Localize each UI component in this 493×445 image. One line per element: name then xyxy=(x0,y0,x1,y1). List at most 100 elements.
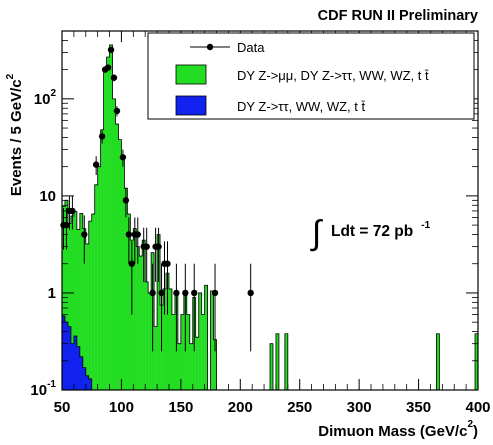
signal-bin xyxy=(142,240,146,390)
signal-bin xyxy=(189,343,193,390)
x-axis-label-exponent: 2 xyxy=(467,419,473,430)
signal-bin xyxy=(130,240,134,390)
signal-bin xyxy=(168,288,173,390)
signal-bin xyxy=(210,290,214,390)
data-point xyxy=(113,107,121,115)
signal-bin xyxy=(145,281,149,390)
signal-bin xyxy=(62,206,66,390)
background-bin xyxy=(82,367,86,390)
signal-bin xyxy=(133,228,137,390)
signal-bin xyxy=(270,343,274,390)
legend: Data DY Z->μμ, DY Z->ττ, WW, WZ, t t̄ DY… xyxy=(147,32,475,120)
signal-bin xyxy=(163,288,167,390)
data-point xyxy=(107,46,115,54)
integral-symbol: ∫ xyxy=(310,214,323,252)
signal-bin xyxy=(97,166,101,390)
data-point xyxy=(125,231,133,238)
background-bin xyxy=(79,356,83,390)
chart-title: CDF RUN II Preliminary xyxy=(318,8,478,24)
y-tick-exponent: -1 xyxy=(47,379,56,390)
y-tick-base: 10 xyxy=(34,91,51,108)
y-axis-label: Events / 5 GeV/c2 xyxy=(5,73,25,196)
y-tick-base: 1 xyxy=(48,285,56,302)
data-point xyxy=(128,260,136,267)
signal-bin xyxy=(100,129,104,390)
signal-bin xyxy=(118,139,122,390)
x-tick-label: 250 xyxy=(287,399,312,416)
signal-bin xyxy=(139,256,143,390)
data-point xyxy=(173,289,180,297)
signal-bin xyxy=(136,246,140,390)
signal-bin xyxy=(180,314,184,390)
data-point xyxy=(98,133,106,140)
background-bin xyxy=(64,322,69,390)
signal-bin xyxy=(127,214,131,390)
data-point xyxy=(122,197,130,204)
legend-background-swatch xyxy=(175,95,207,116)
data-points xyxy=(60,46,254,352)
signal-bin xyxy=(186,314,190,390)
signal-bin xyxy=(166,273,170,390)
y-tick-label: 10 xyxy=(39,188,56,205)
plot-frame xyxy=(61,30,479,391)
x-axis-label: Dimuon Mass (GeV/c2) xyxy=(318,419,478,440)
legend-entry-signal: DY Z->μμ, DY Z->ττ, WW, WZ, t t̄ xyxy=(175,64,429,85)
signal-bin xyxy=(171,314,176,390)
y-tick-label: 10-1 xyxy=(30,379,56,399)
svg-text:Events / 5 GeV/c2: Events / 5 GeV/c2 xyxy=(5,73,25,196)
luminosity-text: Ldt = 72 pb xyxy=(331,223,413,240)
data-point xyxy=(143,243,150,250)
background-bin xyxy=(67,326,72,390)
y-tick-exponent: 2 xyxy=(50,88,56,99)
signal-bin xyxy=(148,292,152,390)
data-point xyxy=(81,231,88,238)
data-point xyxy=(182,289,189,297)
x-tick-label: 200 xyxy=(228,399,253,416)
y-tick-label: 1 xyxy=(48,285,56,302)
legend-data-marker xyxy=(206,43,214,51)
signal-bin xyxy=(91,214,95,390)
legend-signal-swatch xyxy=(175,64,207,85)
legend-signal-label: DY Z->μμ, DY Z->ττ, WW, WZ, t t̄ xyxy=(237,68,429,83)
signal-bin xyxy=(94,184,98,390)
y-tick-base: 10 xyxy=(39,188,56,205)
signal-bin xyxy=(204,285,208,390)
data-point xyxy=(155,243,162,250)
signal-bin xyxy=(73,211,78,390)
signal-bin xyxy=(275,333,280,390)
signal-bin xyxy=(112,98,116,390)
data-point xyxy=(164,260,171,267)
signal-bin xyxy=(64,200,69,390)
svg-text:Ldt = 72 pb-1: Ldt = 72 pb -1 xyxy=(331,220,431,240)
x-tick-label: 300 xyxy=(347,399,372,416)
y-tick-base: 10 xyxy=(30,382,47,399)
y-axis-label-text: Events / 5 GeV/c xyxy=(8,79,25,196)
data-point xyxy=(104,64,112,71)
signal-bin xyxy=(121,157,125,390)
signal-bin xyxy=(109,44,113,390)
legend-entry-background: DY Z->ττ, WW, WZ, t t̄ xyxy=(175,95,365,116)
data-point xyxy=(247,289,254,297)
signal-bin xyxy=(195,337,199,390)
data-point xyxy=(191,289,198,297)
background-bin xyxy=(76,346,80,390)
x-tick-label: 400 xyxy=(465,399,490,416)
signal-bin xyxy=(284,333,288,390)
signal-bin xyxy=(76,229,80,390)
data-point xyxy=(134,231,141,238)
background-bin xyxy=(88,378,92,390)
signal-bin xyxy=(82,228,86,390)
data-point xyxy=(211,289,219,297)
data-point xyxy=(92,161,100,168)
signal-bin xyxy=(177,343,182,390)
data-point xyxy=(69,207,76,215)
background-bin xyxy=(73,336,78,390)
signal-bin xyxy=(436,333,440,390)
data-point xyxy=(158,289,165,297)
signal-bin xyxy=(106,56,110,390)
y-tick-label: 102 xyxy=(34,88,57,108)
signal-bin xyxy=(157,234,161,390)
signal-bin xyxy=(70,216,75,390)
